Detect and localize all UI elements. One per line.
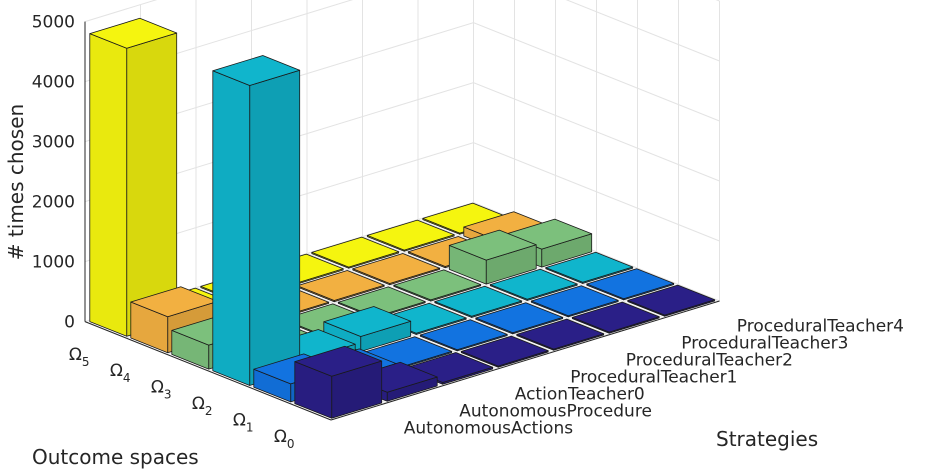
y-tick-label: Ω0 [274,427,295,451]
bar-1-4 [475,302,564,335]
grid-line [84,0,720,23]
z-tick-label: 3000 [32,133,75,153]
z-tick-label: 4000 [32,73,75,93]
bar-3-5 [448,229,537,285]
bar-2-0 [212,55,301,386]
bar-4-3 [296,270,385,303]
bar-0-0 [294,345,383,419]
z-tick-label: 2000 [32,193,75,213]
x-tick-label: AutonomousProcedure [459,402,652,422]
x-tick-label: ProceduralTeacher3 [681,334,848,354]
y-axis-title: Outcome spaces [32,445,199,469]
z-tick-label: 1000 [32,253,75,273]
y-tick-label: Ω4 [110,361,131,385]
bar-1-6 [586,268,675,301]
y-tick-label: Ω1 [233,410,254,434]
z-tick-label: 0 [64,313,75,333]
y-tick-label: Ω3 [151,378,172,402]
bar-5-0 [89,17,178,337]
bar-5-4 [311,236,400,269]
bar-0-6 [627,284,716,317]
axis-labels: 0 1000 2000 3000 4000 5000 AutonomousActionsAu… [32,13,904,451]
bar-0-3 [460,335,549,368]
bar-0-5 [571,301,660,334]
axis-line [330,300,720,421]
axis-line [84,321,332,421]
x-tick-label: ActionTeacher0 [515,385,645,405]
bar-5-5 [366,219,455,252]
bar-2-6 [545,251,634,284]
y-tick-label: Ω2 [192,394,213,418]
bar-4-4 [352,253,441,286]
x-tick-label: ProceduralTeacher2 [626,351,793,371]
bar-2-5 [489,268,578,301]
x-tick-label: ProceduralTeacher1 [570,368,737,388]
bars [89,17,716,419]
z-tick-label: 5000 [32,13,75,33]
grid-line [84,0,720,83]
bar-3-4 [393,269,482,302]
bar-2-2 [323,306,412,352]
x-tick-label: AutonomousActions [404,419,573,439]
grid-line [84,82,720,203]
x-axis-title: Strategies [716,427,818,451]
y-tick-label: Ω5 [69,345,90,369]
z-axis-title: # times chosen [4,104,28,260]
bar-0-4 [516,318,605,351]
bar-1-3 [419,319,508,352]
x-tick-label: ProceduralTeacher4 [737,317,904,337]
grid-line [84,22,720,143]
bar-1-5 [530,285,619,318]
bar-2-4 [434,285,523,318]
